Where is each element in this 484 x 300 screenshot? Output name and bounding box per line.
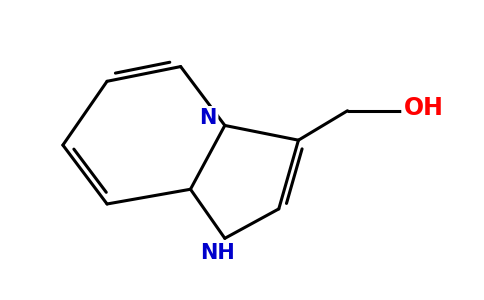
Text: NH: NH xyxy=(200,243,235,263)
Text: N: N xyxy=(199,108,216,128)
Text: N: N xyxy=(199,108,216,128)
Text: OH: OH xyxy=(404,96,443,120)
Text: OH: OH xyxy=(404,96,443,120)
Text: NH: NH xyxy=(200,243,235,263)
